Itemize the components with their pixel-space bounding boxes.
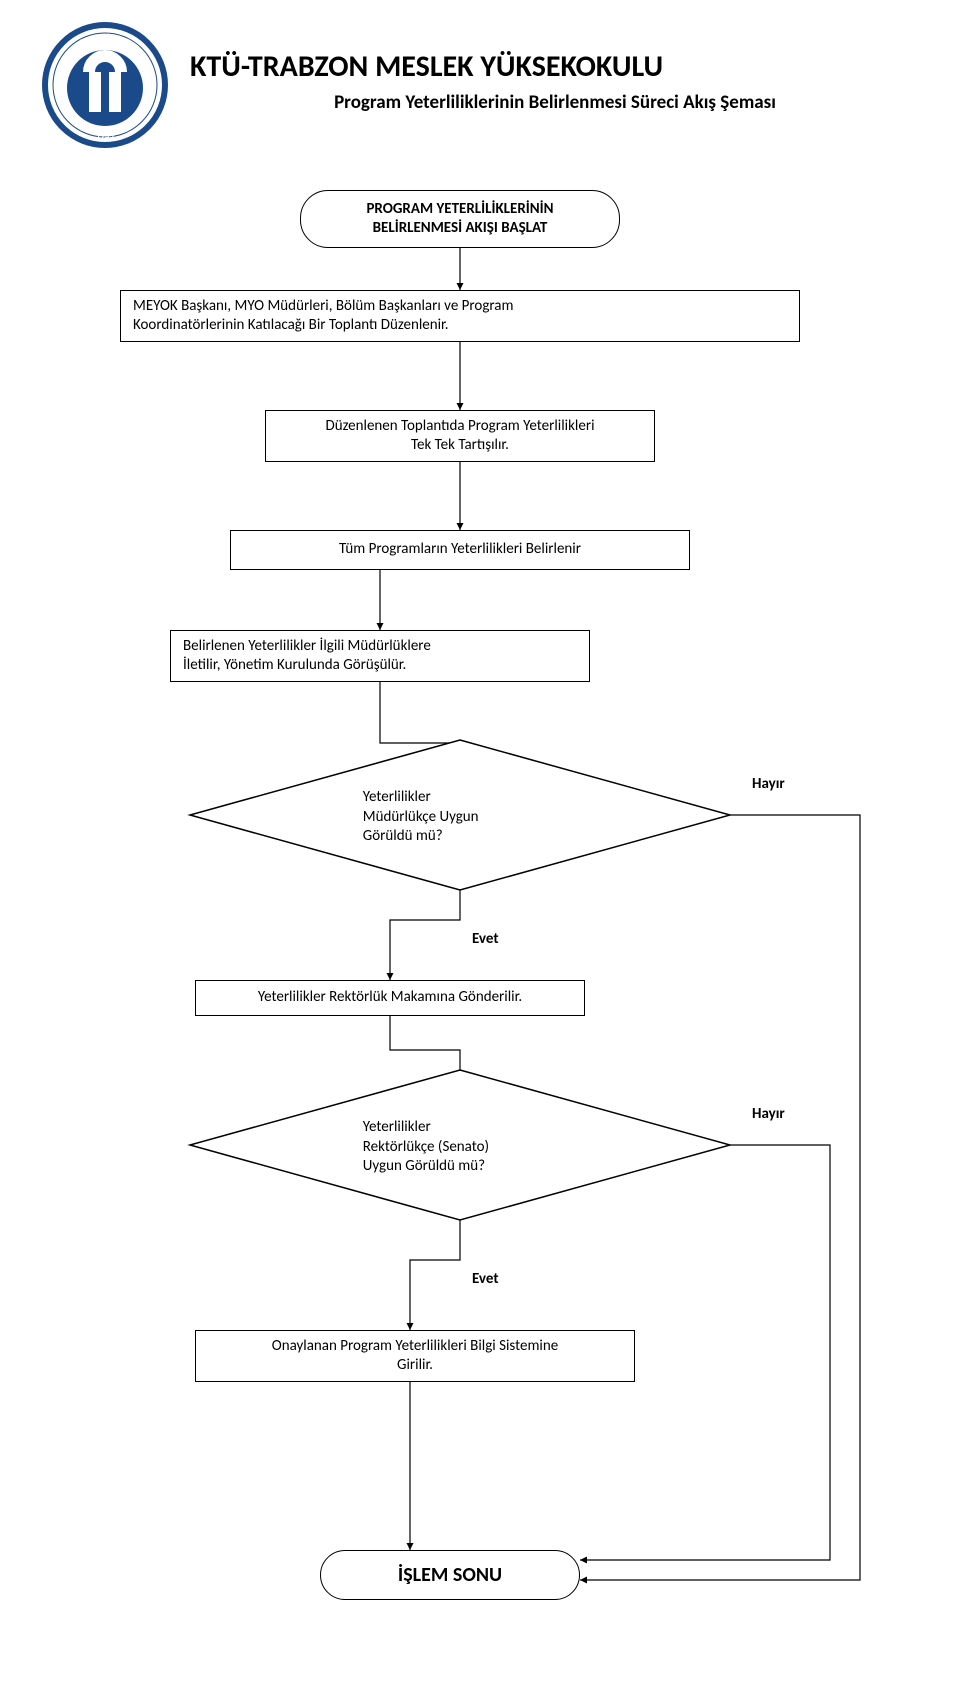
edge-label-yes: Evet <box>470 930 501 948</box>
node-line: Onaylanan Program Yeterlilikleri Bilgi S… <box>272 1337 558 1357</box>
decision-line: Müdürlükçe Uygun <box>363 808 479 828</box>
node-line: Belirlenen Yeterlilikler İlgili Müdürlük… <box>183 637 431 657</box>
node-line: PROGRAM YETERLİLİKLERİNİN <box>366 200 553 220</box>
decision-line: Yeterlilikler <box>363 788 479 808</box>
decision-line: Rektörlükçe (Senato) <box>363 1138 489 1158</box>
node-line: Tek Tek Tartışılır. <box>411 436 509 456</box>
node-line: Yeterlilikler Rektörlük Makamına Gönderi… <box>258 988 522 1008</box>
node-line: İletilir, Yönetim Kurulunda Görüşülür. <box>183 656 406 676</box>
logo-year: 1955 <box>96 130 115 141</box>
edge-label-yes: Evet <box>470 1270 501 1288</box>
university-logo: KARADENİZ TEKNİK ÜNİVERSİTESİ 1955 <box>40 20 170 150</box>
process-node: MEYOK Başkanı, MYO Müdürleri, Bölüm Başk… <box>120 290 800 342</box>
decision-line: Görüldü mü? <box>363 827 479 847</box>
flowchart-canvas: Evet Hayır Evet Hayır PROGRAM YETERLİLİKLERİ… <box>40 190 920 1650</box>
page-subtitle: Program Yeterliliklerinin Belirlenmesi S… <box>190 91 920 114</box>
node-line: Koordinatörlerinin Katılacağı Bir Toplan… <box>133 316 449 336</box>
edge-label-no: Hayır <box>750 1105 787 1123</box>
decision-node: YeterliliklerRektörlükçe (Senato)Uygun G… <box>363 1118 489 1177</box>
edge-label-no: Hayır <box>750 775 787 793</box>
page-title: KTÜ-TRABZON MESLEK YÜKSEKOKULU <box>190 48 920 85</box>
node-line: Düzenlenen Toplantıda Program Yeterlilik… <box>325 417 594 437</box>
decision-line: Uygun Görüldü mü? <box>363 1157 489 1177</box>
node-line: İŞLEM SONU <box>398 1562 502 1588</box>
node-line: Girilir. <box>397 1356 433 1376</box>
node-line: MEYOK Başkanı, MYO Müdürleri, Bölüm Başk… <box>133 297 513 317</box>
node-line: Tüm Programların Yeterlilikleri Belirlen… <box>339 540 581 560</box>
terminator-node: PROGRAM YETERLİLİKLERİNİNBELİRLENMESİ AK… <box>300 190 620 248</box>
process-node: Belirlenen Yeterlilikler İlgili Müdürlük… <box>170 630 590 682</box>
header: KARADENİZ TEKNİK ÜNİVERSİTESİ 1955 KTÜ-T… <box>40 20 920 150</box>
decision-node: YeterliliklerMüdürlükçe UygunGörüldü mü? <box>363 788 479 847</box>
process-node: Onaylanan Program Yeterlilikleri Bilgi S… <box>195 1330 635 1382</box>
decision-line: Yeterlilikler <box>363 1118 489 1138</box>
title-block: KTÜ-TRABZON MESLEK YÜKSEKOKULU Program Y… <box>190 20 920 114</box>
process-node: Yeterlilikler Rektörlük Makamına Gönderi… <box>195 980 585 1016</box>
terminator-node: İŞLEM SONU <box>320 1550 580 1600</box>
process-node: Düzenlenen Toplantıda Program Yeterlilik… <box>265 410 655 462</box>
node-line: BELİRLENMESİ AKIŞI BAŞLAT <box>373 219 548 239</box>
process-node: Tüm Programların Yeterlilikleri Belirlen… <box>230 530 690 570</box>
